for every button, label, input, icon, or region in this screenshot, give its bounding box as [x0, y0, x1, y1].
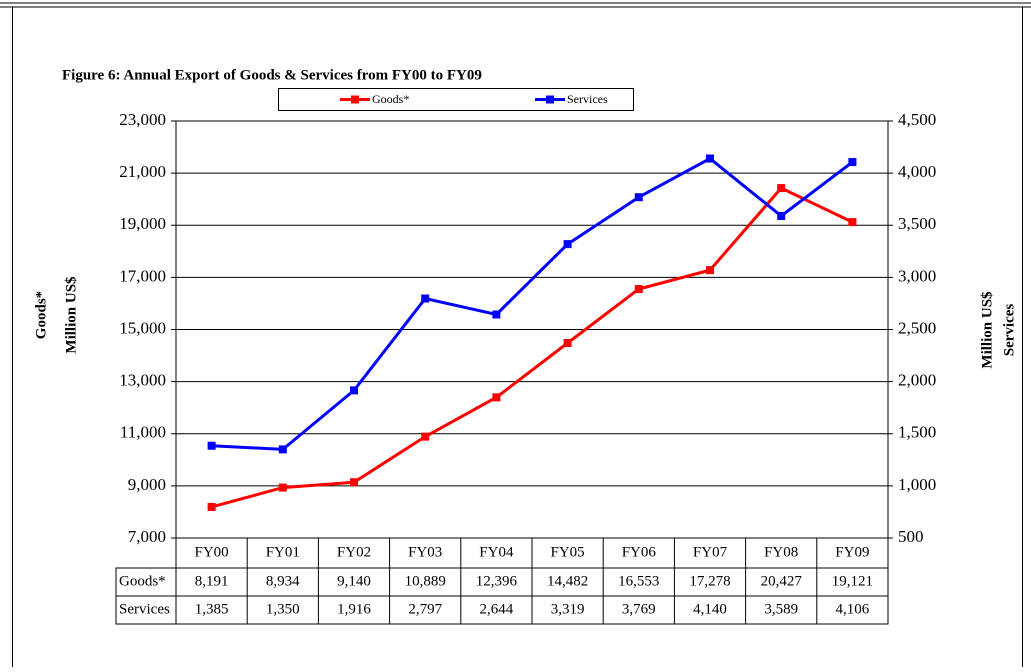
- x-tick-label: FY01: [266, 544, 300, 560]
- y-tick-label: 17,000: [119, 266, 166, 285]
- y-tick-label: 7,000: [128, 527, 166, 546]
- table-cell: 1,916: [337, 601, 371, 617]
- y2-tick-label: 3,500: [898, 214, 936, 233]
- marker: [634, 285, 643, 294]
- y2-axis-title: Services: [1001, 304, 1017, 357]
- marker: [777, 211, 786, 220]
- legend-marker: [351, 95, 359, 104]
- table-cell: 10,889: [405, 573, 446, 589]
- table-cell: 2,797: [408, 601, 442, 617]
- marker: [492, 393, 501, 402]
- y2-tick-label: 1,000: [898, 475, 936, 494]
- y2-tick-label: 4,000: [898, 162, 936, 181]
- table-cell: 20,427: [761, 573, 803, 589]
- x-tick-label: FY07: [693, 544, 728, 560]
- table-cell: 4,106: [836, 601, 870, 617]
- marker: [777, 184, 786, 193]
- frame: [12, 6, 1023, 672]
- marker: [421, 432, 430, 441]
- table-cell: 1,350: [266, 601, 300, 617]
- table-cell: 3,769: [622, 601, 656, 617]
- series-line: [211, 186, 854, 509]
- y-axis-title: Goods*: [33, 291, 49, 339]
- table-row-label: Services: [119, 601, 170, 617]
- y-tick-label: 13,000: [119, 371, 166, 390]
- marker: [706, 266, 714, 275]
- marker: [848, 158, 857, 167]
- y2-tick-label: 500: [898, 527, 924, 546]
- y-tick-label: 19,000: [119, 214, 166, 233]
- table-cell: 17,278: [689, 573, 730, 589]
- legend-label: Goods*: [372, 92, 409, 106]
- table-cell: 2,644: [480, 601, 514, 617]
- x-tick-label: FY08: [764, 544, 798, 560]
- y-tick-label: 9,000: [128, 475, 166, 494]
- y-tick-label: 23,000: [119, 110, 166, 129]
- marker: [492, 310, 501, 319]
- x-tick-label: FY02: [337, 544, 371, 560]
- y2-tick-label: 2,000: [898, 371, 936, 390]
- y-axis-title: Million US$: [63, 276, 79, 354]
- x-tick-label: FY00: [195, 544, 229, 560]
- y2-axis-title: Million US$: [979, 291, 995, 369]
- marker: [848, 218, 857, 227]
- y-tick-label: 21,000: [119, 162, 166, 181]
- marker: [350, 386, 358, 395]
- table-cell: 3,589: [764, 601, 798, 617]
- y2-tick-label: 4,500: [898, 110, 936, 129]
- table-cell: 8,934: [266, 573, 300, 589]
- table-cell: 3,319: [551, 601, 585, 617]
- legend-label: Services: [567, 92, 608, 106]
- table-row-label: Goods*: [119, 573, 166, 589]
- legend: [278, 88, 634, 111]
- table-cell: 9,140: [337, 573, 371, 589]
- y-tick-label: 15,000: [119, 318, 166, 337]
- x-tick-label: FY03: [408, 544, 442, 560]
- marker: [421, 294, 430, 303]
- x-tick-label: FY09: [835, 544, 869, 560]
- table-cell: 4,140: [693, 601, 727, 617]
- marker: [278, 483, 287, 492]
- table-cell: 16,553: [618, 573, 659, 589]
- series-line: [211, 156, 854, 451]
- legend-marker: [546, 95, 554, 104]
- x-tick-label: FY04: [479, 544, 514, 560]
- chart-title: Figure 6: Annual Export of Goods & Servi…: [62, 67, 482, 83]
- marker: [278, 445, 287, 454]
- y-tick-label: 11,000: [120, 423, 166, 442]
- table-cell: 12,396: [476, 573, 518, 589]
- marker: [350, 478, 358, 487]
- x-tick-label: FY05: [551, 544, 585, 560]
- y2-tick-label: 2,500: [898, 318, 936, 337]
- marker: [207, 441, 216, 450]
- marker: [563, 339, 572, 348]
- x-tick-label: FY06: [622, 544, 657, 560]
- y2-tick-label: 1,500: [898, 423, 936, 442]
- marker: [706, 154, 714, 163]
- marker: [563, 240, 572, 249]
- marker: [207, 502, 216, 511]
- table-cell: 1,385: [195, 601, 229, 617]
- y2-tick-label: 3,000: [898, 266, 936, 285]
- table-cell: 14,482: [547, 573, 588, 589]
- marker: [634, 193, 643, 202]
- table-cell: 19,121: [832, 573, 873, 589]
- table-cell: 8,191: [195, 573, 229, 589]
